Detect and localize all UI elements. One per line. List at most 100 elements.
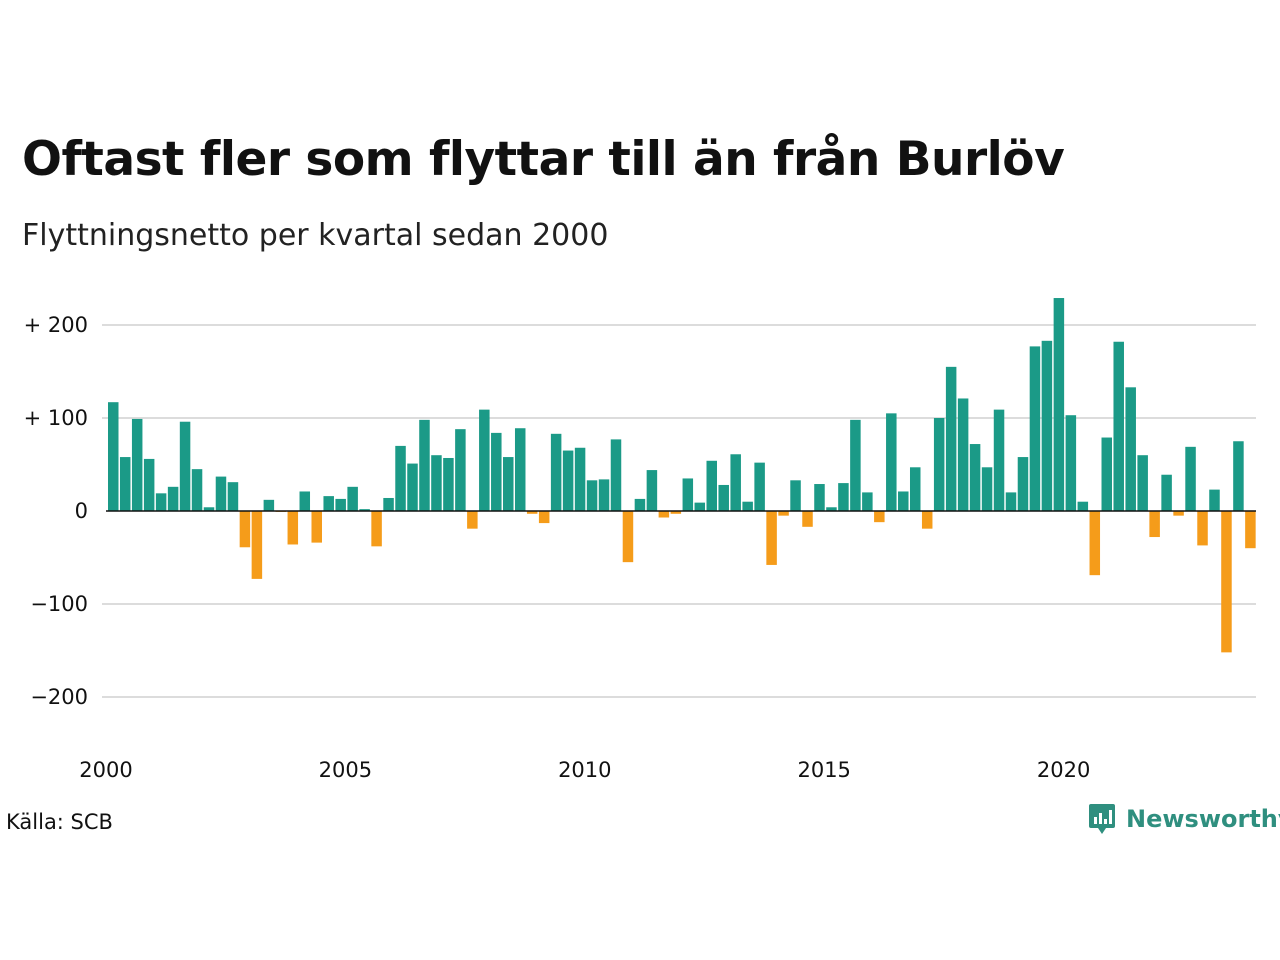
bar — [143, 458, 155, 511]
bar — [874, 511, 885, 523]
bar — [347, 486, 358, 511]
x-tick-label: 2010 — [558, 758, 611, 782]
bar — [790, 480, 801, 511]
bar — [969, 444, 981, 511]
bar — [203, 507, 215, 511]
bar — [574, 447, 586, 511]
bar — [239, 511, 251, 548]
y-tick-label: −100 — [30, 592, 88, 616]
bar — [1041, 340, 1053, 511]
bar — [251, 511, 263, 579]
bar — [1053, 298, 1065, 511]
bar — [311, 511, 322, 543]
bar — [155, 493, 167, 511]
bar — [778, 511, 789, 516]
bar — [1149, 511, 1160, 538]
bar — [215, 476, 227, 511]
bar — [886, 413, 897, 511]
bar — [287, 511, 299, 545]
bar — [754, 462, 765, 511]
bar — [179, 421, 191, 511]
bar — [323, 496, 334, 511]
bar — [443, 457, 454, 511]
bar — [646, 470, 658, 511]
bar — [862, 492, 873, 511]
bar — [550, 433, 562, 511]
x-axis-ticks: 2000 2005 2010 2015 2020 — [79, 758, 1090, 782]
bar — [634, 498, 646, 511]
x-tick-label: 2000 — [79, 758, 132, 782]
x-tick-label: 2015 — [797, 758, 850, 782]
bar — [503, 457, 514, 511]
newsworthy-logo: Newsworthy — [1088, 803, 1280, 835]
bar — [826, 507, 837, 511]
x-tick-label: 2020 — [1037, 758, 1090, 782]
bar — [1065, 415, 1077, 511]
bar — [227, 482, 239, 511]
bar — [1233, 441, 1244, 511]
y-axis-ticks: + 200 + 100 0 −100 −200 — [24, 313, 88, 709]
bar — [921, 511, 933, 529]
bar — [766, 511, 777, 565]
bar — [263, 499, 275, 511]
bar — [898, 491, 909, 511]
bar — [335, 498, 346, 511]
y-tick-label: + 200 — [24, 313, 88, 337]
y-tick-label: 0 — [75, 499, 88, 523]
bar — [682, 478, 694, 511]
bar — [622, 511, 634, 563]
bar — [299, 491, 311, 511]
bar — [108, 402, 119, 511]
bar — [1029, 346, 1041, 511]
bar — [1197, 511, 1208, 546]
bar — [479, 409, 490, 511]
bar — [359, 509, 370, 511]
bar — [933, 418, 945, 511]
bar — [993, 409, 1005, 511]
bar — [610, 439, 622, 511]
bar — [945, 366, 957, 511]
bar — [431, 455, 442, 511]
bar — [814, 484, 825, 511]
x-tick-label: 2005 — [319, 758, 372, 782]
bar — [742, 501, 753, 511]
bar — [1077, 501, 1089, 511]
bar — [981, 467, 993, 511]
bar — [1101, 437, 1113, 511]
bar — [1137, 455, 1148, 511]
bar — [957, 398, 969, 511]
bar — [1221, 511, 1232, 653]
bar — [1161, 474, 1172, 511]
bar — [526, 511, 538, 514]
bar — [802, 511, 813, 527]
bar — [850, 419, 861, 511]
y-tick-label: + 100 — [24, 406, 88, 430]
bar — [1005, 492, 1017, 511]
bar — [491, 432, 502, 511]
bar — [730, 454, 741, 511]
page-title: Oftast fler som flyttar till än från Bur… — [22, 132, 1065, 187]
bar — [1017, 457, 1029, 511]
bar-chart-speech-bubble-icon — [1089, 804, 1115, 834]
bar — [706, 460, 717, 511]
bar — [838, 483, 849, 511]
bar — [407, 463, 418, 511]
bar — [1113, 341, 1124, 511]
bar — [383, 497, 394, 511]
bar — [718, 484, 729, 511]
bar — [1125, 387, 1136, 511]
bar — [670, 511, 682, 514]
brand-name: Newsworthy — [1126, 805, 1280, 833]
bar — [538, 511, 550, 524]
bars — [108, 298, 1256, 653]
bar — [694, 502, 706, 511]
bar — [1089, 511, 1101, 576]
bar — [909, 467, 921, 511]
bar — [514, 428, 526, 511]
bar — [419, 419, 430, 511]
bar — [371, 511, 382, 547]
bar — [1209, 489, 1220, 511]
bar — [395, 445, 406, 511]
bar — [1185, 446, 1196, 511]
